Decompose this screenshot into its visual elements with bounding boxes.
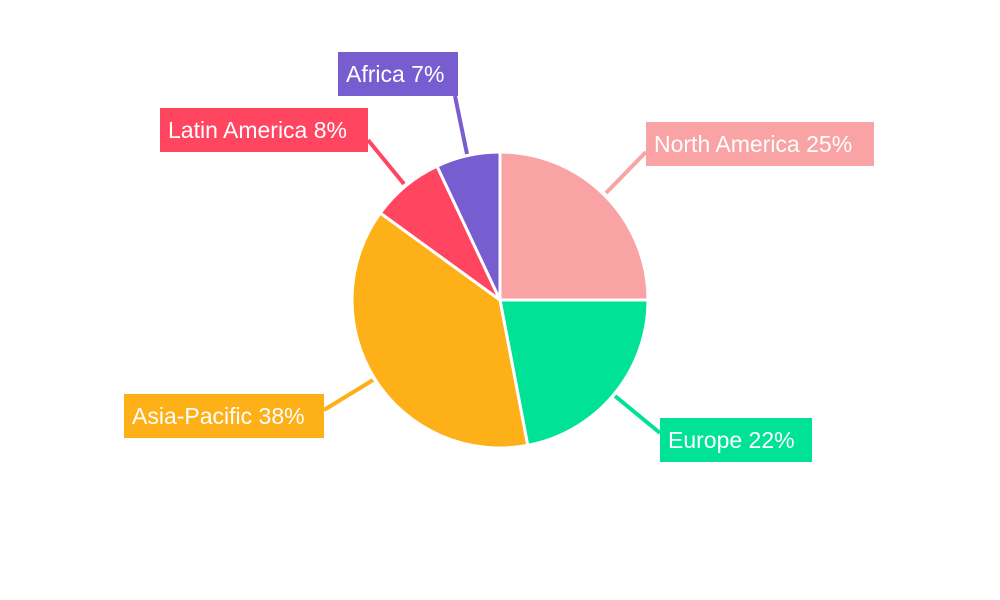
leader-line — [604, 150, 648, 195]
leader-line — [322, 378, 375, 412]
data-label: Asia-Pacific 38% — [124, 394, 324, 438]
data-label: Latin America 8% — [160, 108, 368, 152]
data-label: North America 25% — [646, 122, 874, 166]
pie-slice-europe[interactable] — [498, 298, 650, 448]
pie-slice-asia-pacific[interactable] — [350, 210, 530, 450]
pie-slice-africa[interactable] — [434, 150, 502, 301]
leader-line — [366, 138, 406, 186]
leader-line — [613, 394, 662, 435]
data-label: Africa 7% — [338, 52, 458, 96]
pie-slice-north-america[interactable] — [498, 150, 650, 302]
data-label: Europe 22% — [660, 418, 812, 462]
leader-line — [453, 95, 469, 155]
